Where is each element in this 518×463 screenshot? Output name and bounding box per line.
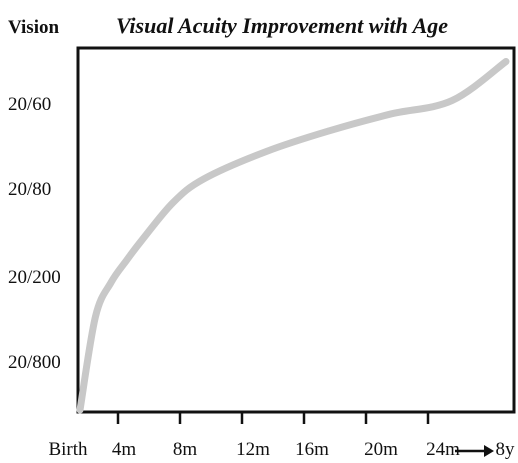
plot-frame: [76, 46, 516, 414]
x-tick-label: 20m: [364, 439, 398, 460]
arrow-head: [484, 445, 494, 457]
x-tick-label: 8m: [173, 439, 198, 460]
y-tick-label: 20/60: [8, 94, 51, 115]
x-tick-label: 16m: [295, 439, 329, 460]
x-tick-label: 12m: [236, 439, 270, 460]
chart-title: Visual Acuity Improvement with Age: [116, 13, 448, 38]
acuity-curve: [76, 58, 510, 414]
y-tick-labels: 20/60 20/80 20/200 20/800: [8, 94, 61, 373]
x-tick-label: 8y: [496, 439, 516, 460]
x-tick-marks: [116, 412, 430, 424]
x-tick-labels: Birth 4m 8m 12m 16m 20m 24m 8y: [48, 439, 515, 460]
y-tick-label: 20/800: [8, 352, 61, 373]
y-tick-label: 20/200: [8, 267, 61, 288]
x-tick-label: 4m: [112, 439, 137, 460]
y-axis-label: Vision: [8, 17, 59, 38]
x-tick-label: Birth: [48, 439, 88, 460]
y-tick-label: 20/80: [8, 179, 51, 200]
x-tick-label: 24m: [426, 439, 460, 460]
